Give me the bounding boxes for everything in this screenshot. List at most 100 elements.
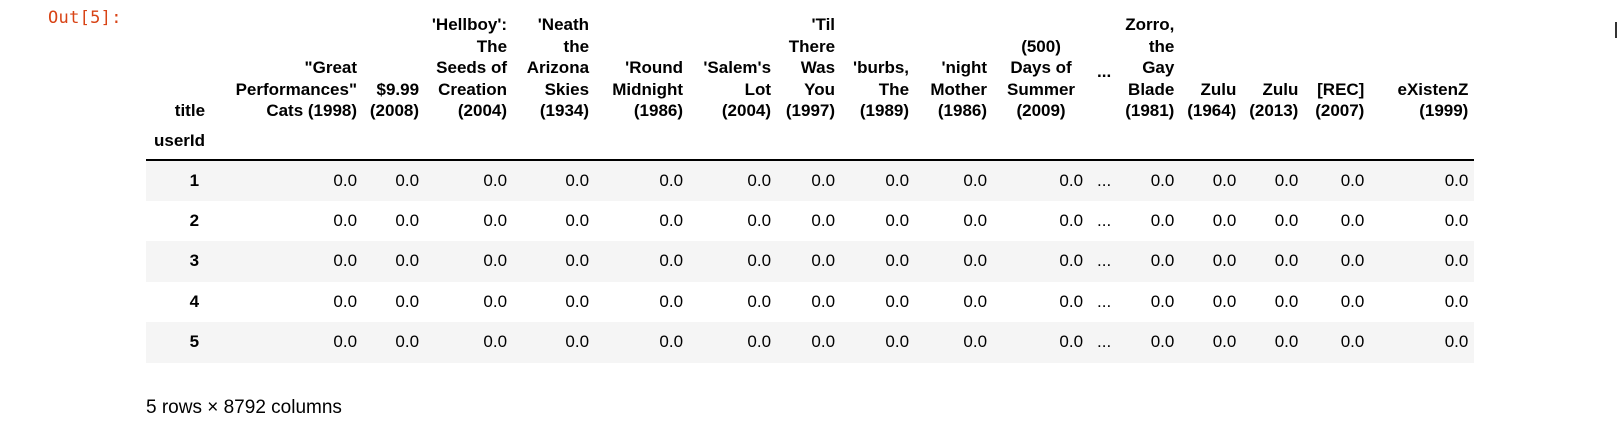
table-cell: 0.0 [811,332,836,352]
index-header-row: userId [146,130,1475,160]
table-row: 2 0.0 0.0 0.0 0.0 0.0 0.0 0.0 0.0 0.0 0.0... 0.0 0.0… [146,201,1474,242]
table-cell: 0.0 [395,210,420,230]
table-cell: 0.0 [1274,210,1299,230]
column-header: (500) Days of Summer (2009) [1007,36,1076,121]
table-cell: 0.0 [1340,332,1365,352]
table-cell: 0.0 [1340,251,1365,271]
row-index: 2 [189,210,200,230]
table-cell: 0.0 [565,170,590,190]
table-cell: 0.0 [333,332,358,352]
ellipsis-cell: ... [1097,251,1112,271]
table-cell: 0.0 [885,210,910,230]
column-header-ellipsis: ... [1097,62,1112,81]
table-cell: 0.0 [885,332,910,352]
table-cell: 0.0 [1444,251,1469,271]
table-cell: 0.0 [1274,332,1299,352]
table-cell: 0.0 [1059,251,1084,271]
table-cell: 0.0 [565,291,590,311]
row-index: 5 [189,332,200,352]
column-header: [REC] (2007) [1315,79,1365,121]
table-row: 4 0.0 0.0 0.0 0.0 0.0 0.0 0.0 0.0 0.0 0.0... 0.0 0.0… [146,282,1474,323]
table-cell: 0.0 [1150,291,1175,311]
table-cell: 0.0 [1212,210,1237,230]
table-cell: 0.0 [885,170,910,190]
table-row: 3 0.0 0.0 0.0 0.0 0.0 0.0 0.0 0.0 0.0 0.0... 0.0 0.0… [146,241,1475,282]
ellipsis-cell: ... [1097,210,1112,230]
column-header: 'Round Midnight (1986) [612,58,684,120]
table-cell: 0.0 [811,210,836,230]
table-cell: 0.0 [659,170,684,190]
cursor-mark [1615,22,1617,38]
table-cell: 0.0 [1444,332,1469,352]
table-cell: 0.0 [1212,170,1237,190]
dataframe-table: title "Great Performances" Cats (1998) $… [146,14,1475,363]
ellipsis-cell: ... [1097,170,1112,190]
table-cell: 0.0 [1150,170,1175,190]
table-cell: 0.0 [1150,251,1175,271]
column-header: 'Til There Was You (1997) [785,15,836,120]
table-cell: 0.0 [811,251,836,271]
table-cell: 0.0 [963,251,988,271]
table-cell: 0.0 [1444,291,1469,311]
table-cell: 0.0 [1212,291,1237,311]
column-header: 'Neath the Arizona Skies (1934) [526,15,590,120]
table-cell: 0.0 [565,210,590,230]
table-cell: 0.0 [395,332,420,352]
table-cell: 0.0 [483,251,508,271]
table-cell: 0.0 [483,210,508,230]
table-cell: 0.0 [1059,332,1084,352]
table-cell: 0.0 [747,210,772,230]
output-prompt: Out[5]: [48,8,122,28]
column-header: Zorro, the Gay Blade (1981) [1125,15,1175,120]
table-cell: 0.0 [1340,291,1365,311]
column-header: Zulu (2013) [1249,79,1299,121]
index-name: userId [154,130,206,150]
table-cell: 0.0 [659,332,684,352]
table-cell: 0.0 [963,210,988,230]
table-body: 1 0.0 0.0 0.0 0.0 0.0 0.0 0.0 0.0 0.0 0.0... 0.0 0.0… [146,160,1475,363]
table-cell: 0.0 [1444,170,1469,190]
ellipsis-cell: ... [1097,291,1112,311]
table-cell: 0.0 [885,291,910,311]
table-cell: 0.0 [395,291,420,311]
table-cell: 0.0 [1059,291,1084,311]
table-row: 1 0.0 0.0 0.0 0.0 0.0 0.0 0.0 0.0 0.0 0.0... 0.0 0.0… [146,160,1475,201]
column-header-row: title "Great Performances" Cats (1998) $… [146,14,1474,130]
table-cell: 0.0 [747,332,772,352]
column-header: $9.99 (2008) [369,79,420,121]
table-cell: 0.0 [1340,210,1365,230]
column-header: 'Salem's Lot (2004) [703,58,772,120]
table-cell: 0.0 [483,291,508,311]
table-cell: 0.0 [1274,170,1299,190]
table-cell: 0.0 [1150,210,1175,230]
table-cell: 0.0 [963,291,988,311]
table-cell: 0.0 [1212,332,1237,352]
table-cell: 0.0 [1059,210,1084,230]
table-cell: 0.0 [483,332,508,352]
table-cell: 0.0 [1444,210,1469,230]
table-cell: 0.0 [1340,170,1365,190]
table-row: 5 0.0 0.0 0.0 0.0 0.0 0.0 0.0 0.0 0.0 0.0... 0.0 0.0… [146,322,1475,363]
table-cell: 0.0 [565,251,590,271]
table-cell: 0.0 [333,291,358,311]
column-header: "Great Performances" Cats (1998) [235,58,358,120]
table-cell: 0.0 [333,170,358,190]
output-area: title "Great Performances" Cats (1998) $… [146,14,1620,363]
table-cell: 0.0 [659,291,684,311]
table-cell: 0.0 [747,291,772,311]
column-header: Zulu (1964) [1187,79,1237,121]
table-cell: 0.0 [963,170,988,190]
table-cell: 0.0 [395,170,420,190]
table-cell: 0.0 [1212,251,1237,271]
table-cell: 0.0 [1274,251,1299,271]
table-cell: 0.0 [885,251,910,271]
table-cell: 0.0 [1150,332,1175,352]
table-cell: 0.0 [1274,291,1299,311]
row-index: 3 [189,251,200,271]
table-cell: 0.0 [395,251,420,271]
table-cell: 0.0 [1059,170,1084,190]
row-index: 4 [189,291,200,311]
column-header: 'Hellboy': The Seeds of Creation (2004) [431,15,508,120]
row-index: 1 [189,170,200,190]
table-cell: 0.0 [659,210,684,230]
